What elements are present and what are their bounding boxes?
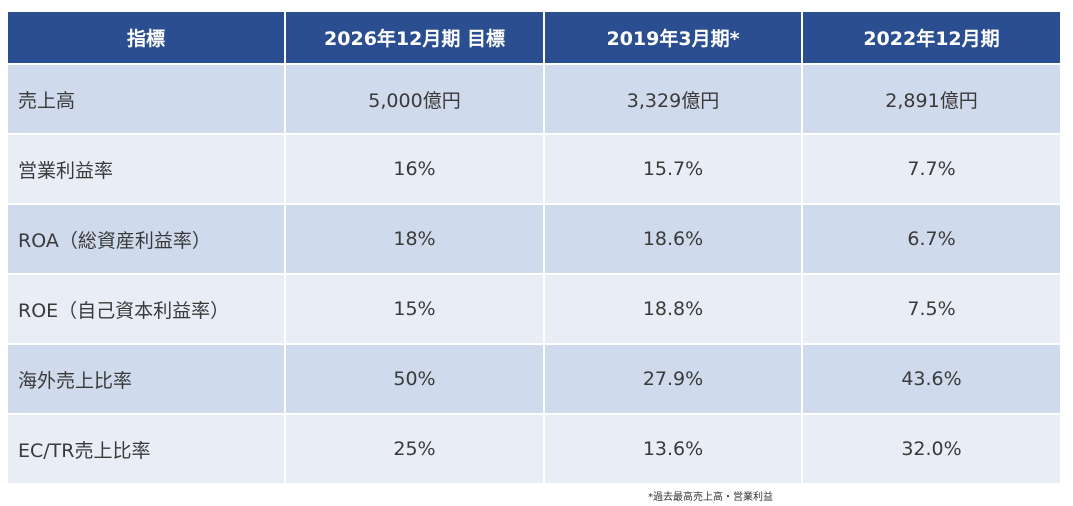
- row-label: ROA（総資産利益率）: [8, 203, 286, 274]
- cell-value: 3,329億円: [544, 63, 803, 134]
- header-indicator: 指標: [8, 12, 286, 64]
- header-fy2019: 2019年3月期*: [544, 12, 803, 64]
- table-row: ROE（自己資本利益率） 15% 18.8% 7.5%: [8, 273, 1060, 344]
- cell-value: 43.6%: [802, 343, 1060, 414]
- footnote: *過去最高売上高・営業利益: [648, 492, 773, 503]
- cell-value: 16%: [285, 133, 545, 204]
- table-row: 海外売上比率 50% 27.9% 43.6%: [8, 343, 1060, 414]
- table-header-row: 指標 2026年12月期 目標 2019年3月期* 2022年12月期: [8, 12, 1060, 64]
- cell-value: 7.5%: [802, 273, 1060, 344]
- cell-value: 15.7%: [544, 133, 803, 204]
- row-label: 売上高: [8, 63, 286, 134]
- row-label: 営業利益率: [8, 133, 286, 204]
- table-row: 売上高 5,000億円 3,329億円 2,891億円: [8, 63, 1060, 134]
- header-target-2026: 2026年12月期 目標: [285, 12, 545, 64]
- row-label: EC/TR売上比率: [8, 413, 286, 483]
- cell-value: 18.8%: [544, 273, 803, 344]
- table-row: 営業利益率 16% 15.7% 7.7%: [8, 133, 1060, 204]
- cell-value: 25%: [285, 413, 545, 483]
- cell-value: 5,000億円: [285, 63, 545, 134]
- cell-value: 6.7%: [802, 203, 1060, 274]
- cell-value: 2,891億円: [802, 63, 1060, 134]
- cell-value: 32.0%: [802, 413, 1060, 483]
- table-row: EC/TR売上比率 25% 13.6% 32.0%: [8, 413, 1060, 483]
- row-label: 海外売上比率: [8, 343, 286, 414]
- row-label: ROE（自己資本利益率）: [8, 273, 286, 344]
- cell-value: 18.6%: [544, 203, 803, 274]
- table-row: ROA（総資産利益率） 18% 18.6% 6.7%: [8, 203, 1060, 274]
- cell-value: 18%: [285, 203, 545, 274]
- cell-value: 27.9%: [544, 343, 803, 414]
- cell-value: 50%: [285, 343, 545, 414]
- metrics-table: 指標 2026年12月期 目標 2019年3月期* 2022年12月期 売上高 …: [8, 12, 1060, 483]
- header-fy2022: 2022年12月期: [802, 12, 1060, 64]
- cell-value: 13.6%: [544, 413, 803, 483]
- cell-value: 15%: [285, 273, 545, 344]
- cell-value: 7.7%: [802, 133, 1060, 204]
